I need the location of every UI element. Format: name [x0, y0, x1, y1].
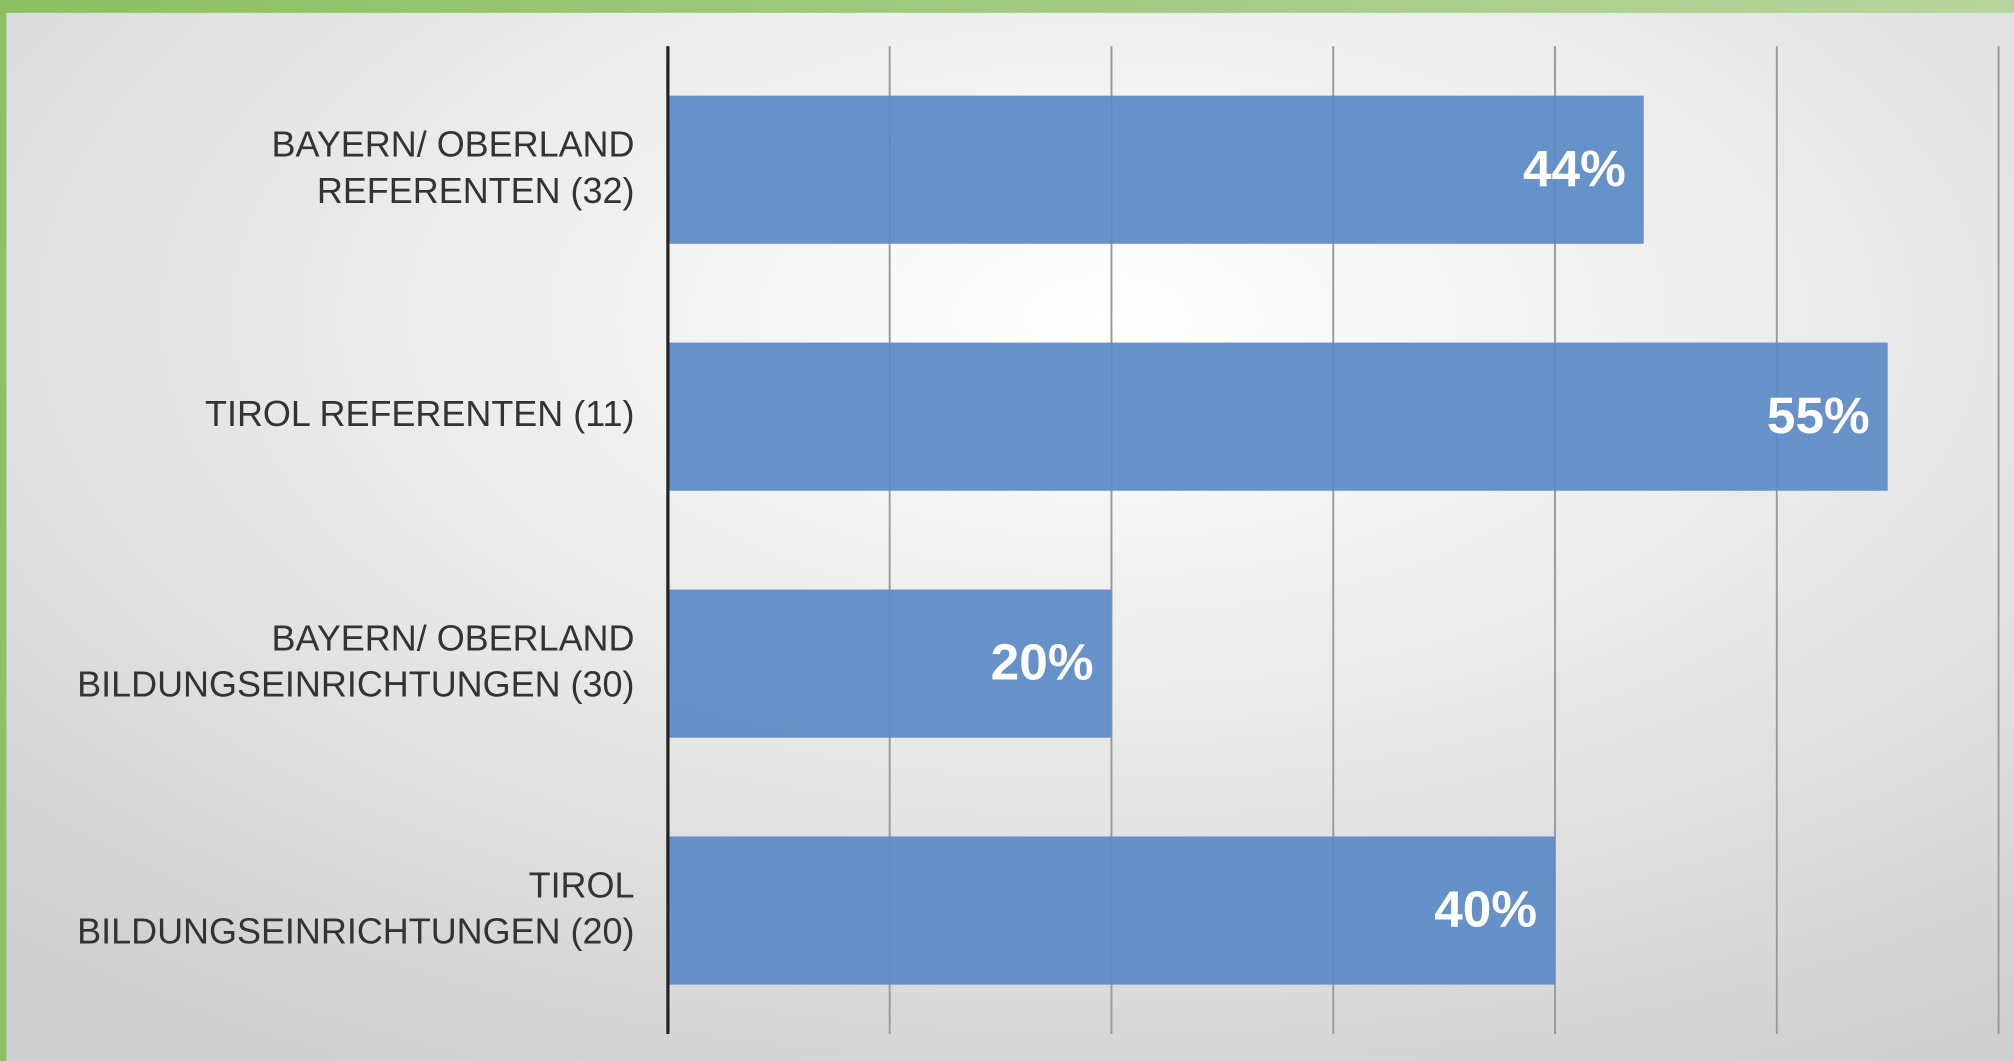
bar [667, 589, 1112, 738]
y-tick-label: BAYERN/ OBERLAND BILDUNGSEINRICHTUNGEN (3… [77, 617, 634, 704]
bar [667, 95, 1644, 244]
bar [667, 342, 1888, 491]
y-tick-label: TIROL REFERENTEN (11) [205, 393, 635, 434]
y-tick-label: TIROL BILDUNGSEINRICHTUNGEN (20) [77, 864, 634, 951]
top-border [0, 0, 2014, 13]
data-label: 55% [1767, 386, 1870, 444]
left-border [0, 0, 7, 1061]
bar [667, 836, 1556, 985]
data-label: 44% [1523, 139, 1626, 197]
data-label: 40% [1434, 880, 1537, 938]
data-label: 20% [991, 633, 1094, 691]
y-tick-label: BAYERN/ OBERLAND REFERENTEN (32) [272, 123, 635, 210]
